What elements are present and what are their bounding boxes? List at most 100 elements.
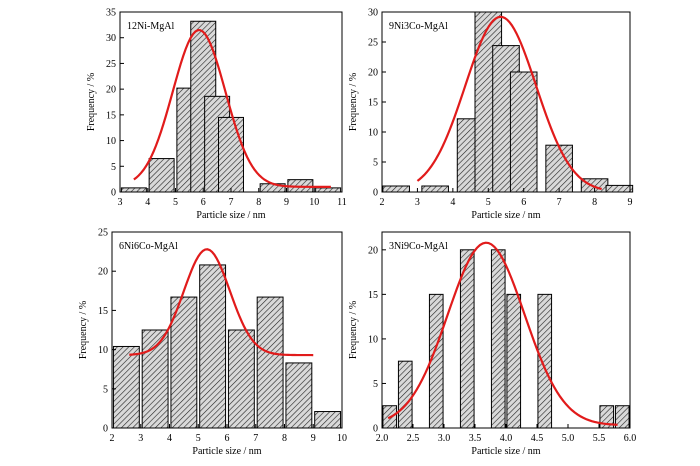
y-tick-label: 0 (373, 188, 378, 199)
x-tick-label: 6.0 (624, 433, 637, 444)
x-tick-label: 2.0 (376, 433, 389, 444)
y-tick-label: 10 (98, 345, 108, 356)
histogram-bar (315, 187, 342, 193)
histogram-bar (141, 329, 169, 429)
histogram-bar (537, 293, 553, 429)
y-tick-label: 0 (373, 424, 378, 435)
gaussian-fit-curve (129, 248, 314, 357)
x-tick-label: 4 (450, 197, 455, 208)
histogram-bar (506, 293, 522, 429)
histogram-bar (120, 187, 147, 193)
x-tick-label: 6 (225, 433, 230, 444)
y-tick-label: 15 (106, 110, 116, 121)
y-tick-label: 25 (368, 38, 378, 49)
chart-panel-2: 2 3 4 5 6 7 8 9 0 5 10 15 20 25 30 9Ni3Co-MgAl Particle … (348, 8, 634, 221)
x-tick-label: 9 (284, 197, 289, 208)
y-tick-label: 20 (368, 68, 378, 79)
y-tick-label: 15 (368, 290, 378, 301)
x-tick-label: 5 (486, 197, 491, 208)
y-tick-label: 10 (106, 136, 116, 147)
y-axis-title: Frequency / % (86, 73, 97, 131)
histogram-bar (605, 184, 634, 193)
y-axis-title: Frequency / % (348, 73, 359, 131)
histogram-bar (314, 411, 342, 429)
x-axis-title: Particle size / nm (471, 210, 540, 221)
y-tick-label: 25 (106, 59, 116, 70)
x-tick-label: 4 (167, 433, 172, 444)
y-tick-label: 5 (373, 158, 378, 169)
x-tick-label: 2 (380, 197, 385, 208)
x-tick-label: 8 (592, 197, 597, 208)
histogram-bar (509, 71, 538, 193)
x-tick-label: 3 (415, 197, 420, 208)
y-axis-title: Frequency / % (78, 301, 89, 359)
x-tick-label: 3 (138, 433, 143, 444)
histogram-bar (218, 116, 244, 193)
panel-title: 9Ni3Co-MgAl (389, 21, 448, 32)
x-axis-title: Particle size / nm (196, 210, 265, 221)
x-tick-label: 4 (145, 197, 150, 208)
chart-panel-1: 3 4 5 6 7 8 9 10 11 0 5 10 15 20 25 30 35 12Ni-MgAl Partic… (86, 8, 347, 222)
histogram-bar (148, 158, 175, 193)
x-tick-label: 7 (253, 433, 258, 444)
y-tick-label: 20 (368, 245, 378, 256)
x-tick-label: 4.0 (500, 433, 513, 444)
x-tick-label: 2.5 (407, 433, 420, 444)
histogram-bar (285, 362, 313, 429)
panel-title: 6Ni6Co-MgAl (119, 241, 178, 252)
x-tick-label: 5 (173, 197, 178, 208)
histogram-bar (227, 329, 255, 429)
y-tick-label: 0 (111, 188, 116, 199)
gaussian-fit-curve (416, 15, 602, 191)
y-tick-label: 5 (111, 162, 116, 173)
x-tick-label: 8 (282, 433, 287, 444)
chart-panel-4: 2.0 2.5 3.0 3.5 4.0 4.5 5.0 5.5 6.0 0 5 10 15 20 3Ni9C… (348, 231, 637, 457)
y-tick-label: 15 (98, 306, 108, 317)
x-tick-label: 4.5 (531, 433, 544, 444)
y-tick-label: 20 (106, 85, 116, 96)
x-tick-label: 10 (309, 197, 319, 208)
histogram-bar (397, 360, 413, 429)
chart-panel-3: 2 3 4 5 6 7 8 9 10 0 5 10 15 20 25 6Ni6Co-MgAl Particle … (78, 228, 347, 458)
y-tick-label: 5 (373, 379, 378, 390)
panel-title: 12Ni-MgAl (127, 21, 174, 32)
y-tick-label: 20 (98, 267, 108, 278)
x-tick-label: 3 (118, 197, 123, 208)
y-axis-title: Frequency / % (348, 301, 359, 359)
x-tick-label: 6 (201, 197, 206, 208)
x-axis-title: Particle size / nm (471, 446, 540, 457)
x-tick-label: 3.0 (438, 433, 451, 444)
histogram-bar (112, 345, 140, 429)
gaussian-fit-curve (133, 29, 331, 188)
x-tick-label: 6 (521, 197, 526, 208)
x-axis-title: Particle size / nm (192, 446, 261, 457)
x-tick-label: 2 (110, 433, 115, 444)
x-tick-label: 5 (196, 433, 201, 444)
y-tick-label: 35 (106, 8, 116, 19)
x-tick-label: 9 (311, 433, 316, 444)
y-tick-label: 25 (98, 228, 108, 239)
y-tick-label: 30 (106, 33, 116, 44)
y-tick-label: 10 (368, 334, 378, 345)
histogram-bar (545, 144, 573, 193)
y-tick-label: 30 (368, 8, 378, 19)
gaussian-fit-curve (387, 241, 618, 426)
histogram-bar (421, 185, 449, 193)
histogram-bar (256, 296, 284, 429)
histogram-bar (490, 249, 506, 429)
plot-frame (381, 231, 631, 429)
x-tick-label: 9 (628, 197, 633, 208)
y-tick-label: 15 (368, 98, 378, 109)
x-tick-label: 10 (337, 433, 347, 444)
x-tick-label: 8 (256, 197, 261, 208)
x-tick-label: 5.5 (593, 433, 606, 444)
panel-title: 3Ni9Co-MgAl (389, 241, 448, 252)
x-tick-label: 11 (337, 197, 347, 208)
x-tick-label: 5.0 (562, 433, 575, 444)
x-tick-label: 3.5 (469, 433, 482, 444)
x-tick-label: 7 (229, 197, 234, 208)
x-tick-label: 7 (557, 197, 562, 208)
y-tick-label: 0 (103, 424, 108, 435)
y-tick-label: 10 (368, 128, 378, 139)
